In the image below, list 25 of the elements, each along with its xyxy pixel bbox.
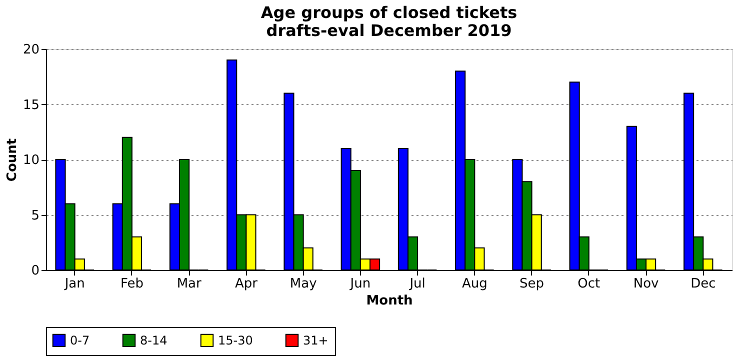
y-tick-label: 5 [31,208,40,224]
legend-label: 15-30 [218,333,253,348]
x-tick-label: Jun [349,276,371,292]
legend-label: 8-14 [140,333,168,348]
x-tick-label: Nov [633,276,660,292]
chart-subtitle: drafts-eval December 2019 [266,21,512,40]
x-tick-label: Feb [120,276,144,292]
x-tick-label: Oct [578,276,600,292]
y-axis-title: Count [4,138,20,182]
x-tick-label: Jan [64,276,85,292]
x-tick-label: Apr [234,276,258,292]
y-tick-label: 0 [31,264,40,278]
legend-label: 0-7 [70,333,90,348]
chart-title: Age groups of closed tickets [260,3,518,22]
x-tick-label: May [290,276,318,292]
x-tick-label: Jul [408,276,426,292]
x-axis-title: Month [366,294,413,308]
x-tick-label: Dec [690,276,716,292]
y-tick-label: 20 [22,42,40,58]
x-tick-label: Sep [520,276,544,292]
y-tick-label: 15 [22,98,40,113]
legend-label: 31+ [303,333,328,348]
x-tick-label: Aug [462,276,488,292]
x-tick-label: Mar [176,276,202,292]
y-tick-label: 10 [22,153,40,168]
